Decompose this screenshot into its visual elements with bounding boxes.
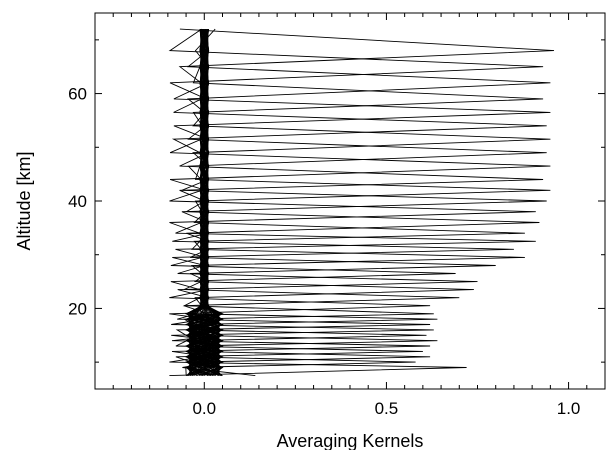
x-tick-label: 0.0: [192, 399, 216, 418]
y-axis-label: Altitude [km]: [14, 151, 34, 250]
kernel-series-line: [178, 28, 555, 377]
kernel-series-line: [185, 29, 551, 376]
kernel-curves: [168, 28, 555, 377]
kernel-series-line: [184, 29, 544, 376]
kernel-series-line: [168, 28, 544, 377]
axis-ticks: [94, 13, 606, 389]
y-tick-label: 60: [68, 85, 87, 104]
x-tick-label: 1.0: [557, 399, 581, 418]
y-tick-label: 40: [68, 192, 87, 211]
x-axis-label: Averaging Kernels: [277, 431, 424, 450]
kernel-series-line: [185, 28, 224, 376]
tick-labels: 0.0 0.5 1.0 20 40 60: [68, 85, 580, 418]
y-tick-label: 20: [68, 299, 87, 318]
x-tick-label: 0.5: [375, 399, 399, 418]
